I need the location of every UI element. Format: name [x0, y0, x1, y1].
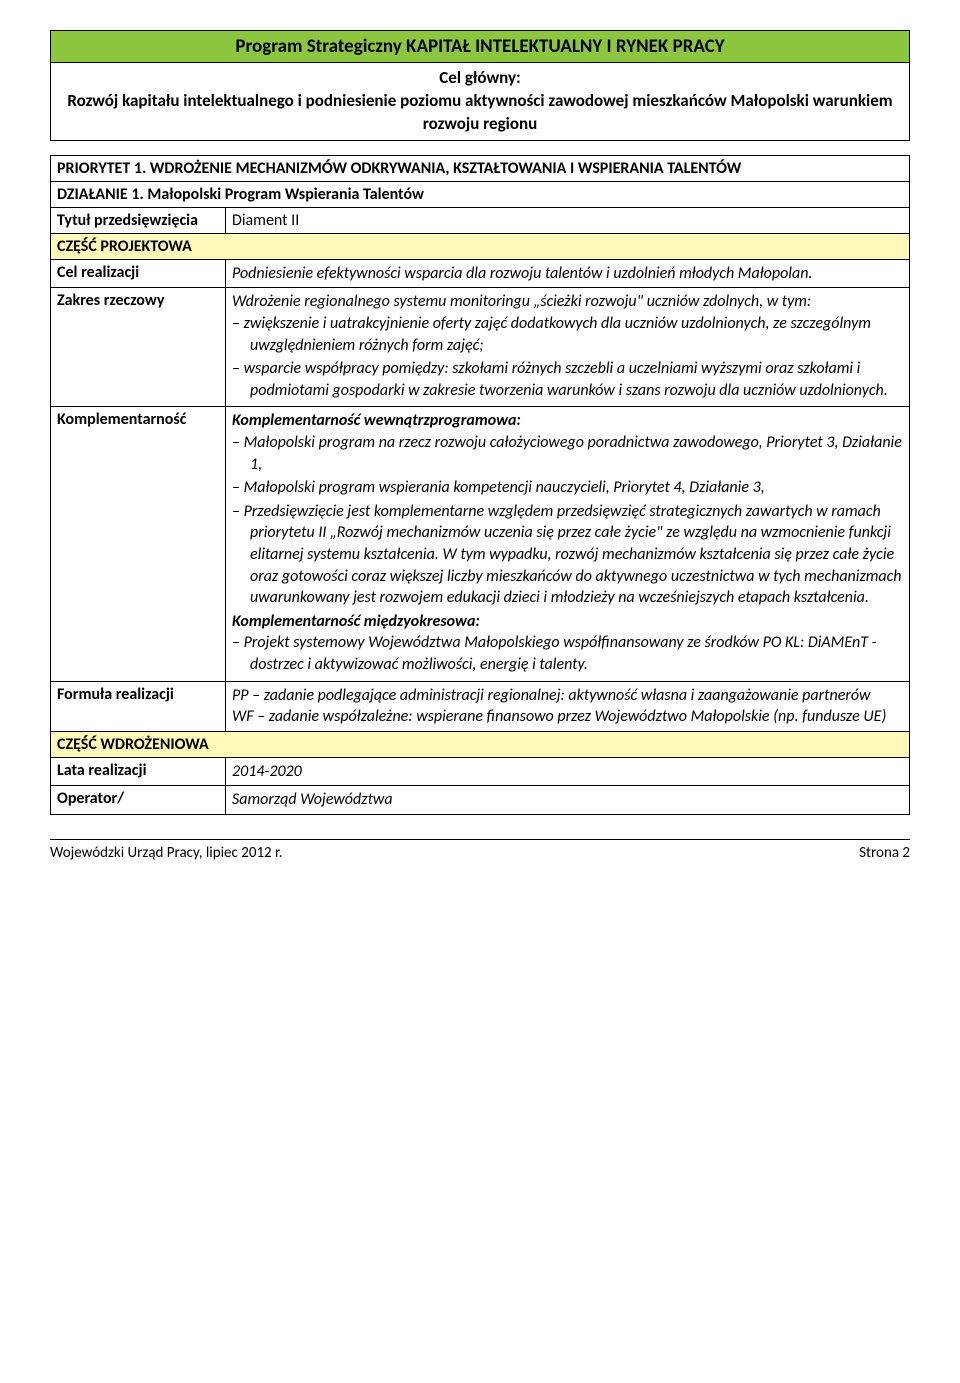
list-item: Przedsięwzięcie jest komplementarne wzgl… [250, 501, 903, 609]
section-impl-row: CZĘŚĆ WDROŻENIOWA [51, 731, 910, 757]
komp-inter-list: Projekt systemowy Województwa Małopolski… [232, 632, 903, 675]
section-impl: CZĘŚĆ WDROŻENIOWA [51, 731, 910, 757]
zakres-value: Wdrożenie regionalnego systemu monitorin… [226, 288, 910, 407]
formula-row: Formuła realizacji PP – zadanie podlegaj… [51, 681, 910, 731]
operator-label: Operator/ [51, 786, 226, 815]
list-item: Małopolski program na rzecz rozwoju cało… [250, 432, 903, 475]
list-item: Projekt systemowy Województwa Małopolski… [250, 632, 903, 675]
formula-line2: WF – zadanie współzależne: wspierane fin… [232, 707, 886, 726]
page-footer: Wojewódzki Urząd Pracy, lipiec 2012 r. S… [50, 839, 910, 862]
tytul-row: Tytuł przedsięwzięcia Diament II [51, 207, 910, 233]
list-item: Małopolski program wspierania kompetencj… [250, 477, 903, 499]
komp-label: Komplementarność [51, 407, 226, 681]
zakres-row: Zakres rzeczowy Wdrożenie regionalnego s… [51, 288, 910, 407]
formula-label: Formuła realizacji [51, 681, 226, 731]
komp-intra-label: Komplementarność wewnątrzprogramowa: [232, 411, 521, 430]
tytul-label: Tytuł przedsięwzięcia [51, 207, 226, 233]
cel-label: Cel realizacji [51, 259, 226, 288]
zakres-intro: Wdrożenie regionalnego systemu monitorin… [232, 292, 811, 311]
formula-value: PP – zadanie podlegające administracji r… [226, 681, 910, 731]
section-project: CZĘŚĆ PROJEKTOWA [51, 233, 910, 259]
komp-intra-list: Małopolski program na rzecz rozwoju cało… [232, 432, 903, 609]
cel-value: Podniesienie efektywności wsparcia dla r… [226, 259, 910, 288]
zakres-list: zwiększenie i uatrakcyjnienie oferty zaj… [232, 313, 903, 401]
footer-right: Strona 2 [859, 844, 910, 862]
priority-cell: PRIORYTET 1. WDROŻENIE MECHANIZMÓW ODKRY… [51, 155, 910, 181]
operator-row: Operator/ Samorząd Województwa [51, 786, 910, 815]
action-cell: DZIAŁANIE 1. Małopolski Program Wspieran… [51, 181, 910, 207]
komp-row: Komplementarność Komplementarność wewnąt… [51, 407, 910, 681]
priority-row: PRIORYTET 1. WDROŻENIE MECHANIZMÓW ODKRY… [51, 155, 910, 181]
program-title-box: Program Strategiczny KAPITAŁ INTELEKTUAL… [50, 30, 910, 63]
operator-value: Samorząd Województwa [226, 786, 910, 815]
program-title: Program Strategiczny KAPITAŁ INTELEKTUAL… [235, 35, 724, 58]
lata-row: Lata realizacji 2014-2020 [51, 757, 910, 786]
list-item: wsparcie współpracy pomiędzy: szkołami r… [250, 358, 903, 401]
main-goal-text: Rozwój kapitału intelektualnego i podnie… [67, 90, 892, 134]
main-goal-box: Cel główny: Rozwój kapitału intelektualn… [50, 63, 910, 141]
formula-line1: PP – zadanie podlegające administracji r… [232, 686, 870, 705]
komp-value: Komplementarność wewnątrzprogramowa: Mał… [226, 407, 910, 681]
main-goal-label: Cel główny: [439, 67, 520, 88]
tytul-value: Diament II [226, 207, 910, 233]
footer-left: Wojewódzki Urząd Pracy, lipiec 2012 r. [50, 844, 283, 862]
lata-label: Lata realizacji [51, 757, 226, 786]
main-table: PRIORYTET 1. WDROŻENIE MECHANIZMÓW ODKRY… [50, 155, 910, 815]
komp-inter-label: Komplementarność międzyokresowa: [232, 612, 480, 631]
action-row: DZIAŁANIE 1. Małopolski Program Wspieran… [51, 181, 910, 207]
cel-row: Cel realizacji Podniesienie efektywności… [51, 259, 910, 288]
list-item: zwiększenie i uatrakcyjnienie oferty zaj… [250, 313, 903, 356]
lata-value: 2014-2020 [226, 757, 910, 786]
section-project-row: CZĘŚĆ PROJEKTOWA [51, 233, 910, 259]
zakres-label: Zakres rzeczowy [51, 288, 226, 407]
